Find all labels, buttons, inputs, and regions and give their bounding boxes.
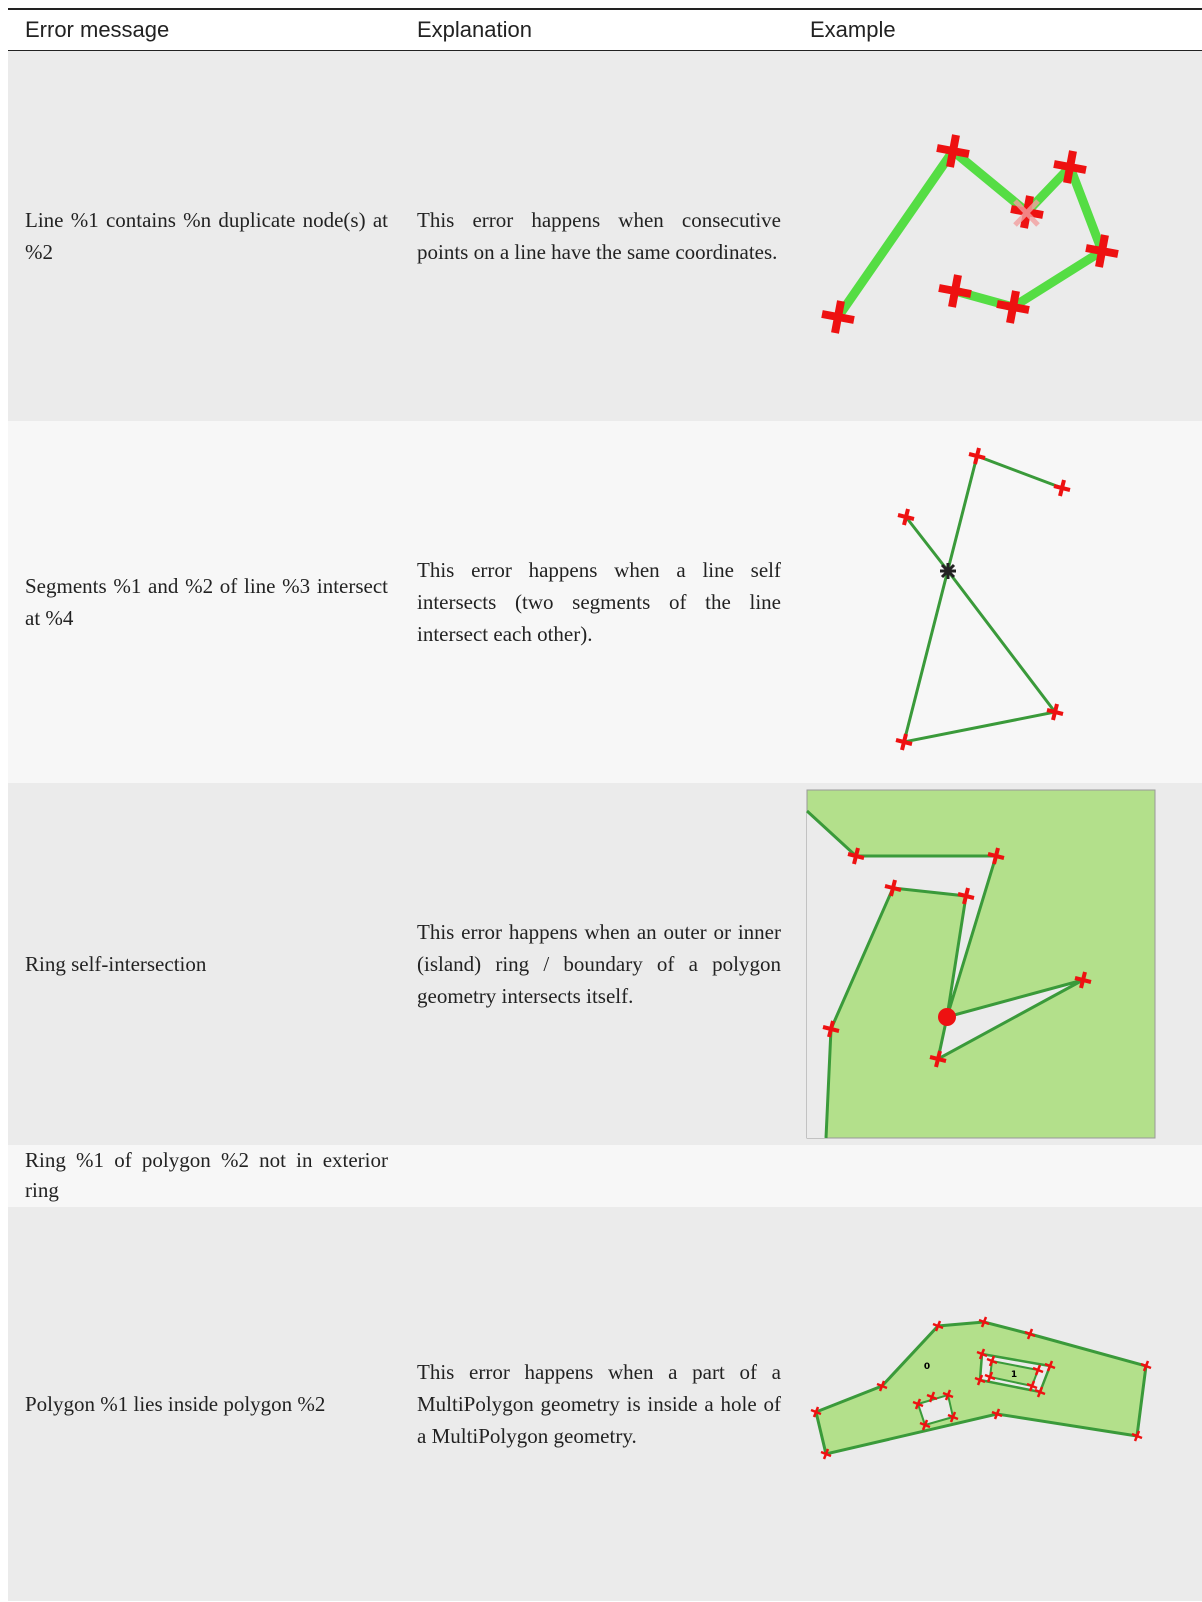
part-label: 1 xyxy=(1011,1370,1017,1380)
header-cell: Error message xyxy=(25,17,170,42)
header-row: Error message Explanation Example xyxy=(8,10,1202,51)
message: Ring %1 of polygon %2 not in exterior ri… xyxy=(25,1148,388,1202)
row: Polygon %1 lies inside polygon %2 This e… xyxy=(8,1207,1202,1601)
message: Line %1 contains %n duplicate node(s) at… xyxy=(25,208,388,264)
row: Line %1 contains %n duplicate node(s) at… xyxy=(8,51,1202,421)
message: Polygon %1 lies inside polygon %2 xyxy=(25,1392,326,1416)
example-image xyxy=(805,789,1156,1139)
message: Segments %1 and %2 of line %3 intersect … xyxy=(25,574,388,630)
row: Ring self-intersection This error happen… xyxy=(8,783,1202,1145)
explanation: This error happens when an outer or inne… xyxy=(417,920,781,1008)
message: Ring self-intersection xyxy=(25,952,207,976)
part-label: 0 xyxy=(924,1362,930,1372)
example: 0 1 xyxy=(793,1207,1202,1601)
example-image: 0 1 xyxy=(809,1315,1153,1461)
example-image xyxy=(894,446,1072,752)
row: Segments %1 and %2 of line %3 intersect … xyxy=(8,421,1202,783)
row: Ring %1 of polygon %2 not in exterior ri… xyxy=(8,1145,1202,1207)
header-cell: Explanation xyxy=(417,17,532,42)
example-image xyxy=(793,51,1202,421)
header-cell: Example xyxy=(810,17,896,42)
example xyxy=(793,783,1202,1145)
explanation: This error happens when a line self inte… xyxy=(417,558,781,646)
example xyxy=(793,51,1202,421)
example xyxy=(793,421,1202,783)
table: Error message Explanation Example Line %… xyxy=(8,8,1202,1601)
explanation: This error happens when a part of a Mult… xyxy=(417,1360,781,1448)
explanation: This error happens when consecutive poin… xyxy=(417,208,781,264)
